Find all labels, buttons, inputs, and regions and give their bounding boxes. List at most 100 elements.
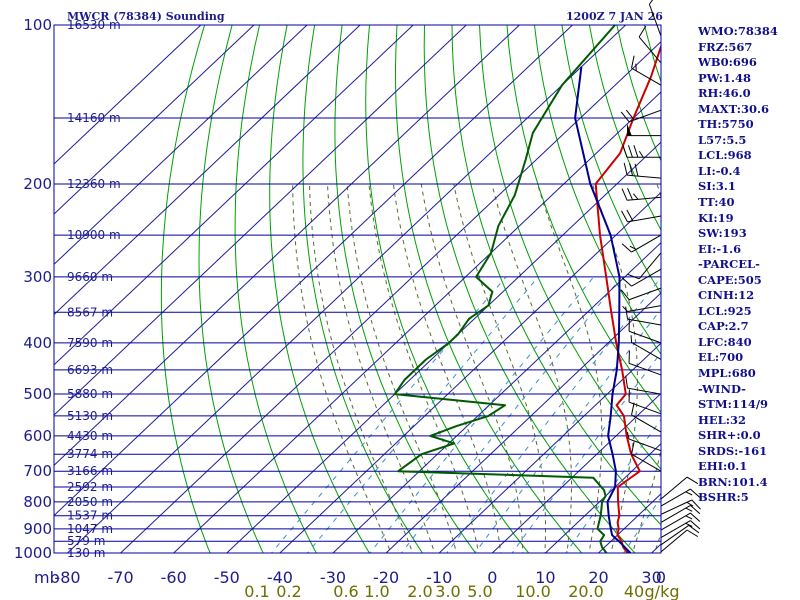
isotherm (279, 191, 661, 553)
mixing-ratio-line (400, 276, 622, 553)
wind-barb-shaft (627, 196, 662, 201)
wind-barb-feather (688, 524, 700, 534)
index-line: MAXT:30.6 (698, 101, 769, 116)
wind-barb-feather (625, 306, 629, 320)
isotherm (54, 25, 308, 266)
wind-barb (628, 318, 662, 344)
height-label: 3774 m (67, 447, 113, 461)
dry-adiabat (198, 25, 264, 553)
index-line: BRN:101.4 (698, 474, 768, 489)
index-line: CAPE:505 (698, 272, 762, 287)
wind-barb-shaft (631, 268, 662, 287)
wind-barb-feather (625, 109, 635, 121)
index-line: -WIND- (698, 381, 746, 396)
index-line: WMO:78384 (698, 24, 778, 38)
moist-adiabat (420, 183, 524, 553)
pressure-tick-label: 400 (23, 334, 52, 352)
isotherm (491, 392, 661, 553)
wind-barb-feather (686, 529, 699, 538)
height-label: 8567 m (67, 305, 113, 319)
index-line: L57:5.5 (698, 132, 747, 147)
moist-adiabat (591, 183, 638, 553)
index-line: WB0:696 (698, 55, 757, 70)
background-grid (54, 25, 800, 553)
index-line: EL:700 (698, 350, 744, 365)
wind-barb (631, 441, 662, 472)
height-label: 579 m (67, 534, 105, 548)
indices-panel: WMO:78384 FRZ:567 WB0:696 PW:1.48 RH:46.0 MAX… (698, 24, 778, 506)
isotherm (54, 25, 202, 165)
wind-barb (631, 402, 662, 433)
dry-adiabat (302, 25, 423, 553)
wind-barb-feather (691, 499, 701, 510)
index-line: EHI:0.1 (698, 459, 748, 474)
index-line: HEL:32 (698, 412, 746, 427)
wind-barb-feather (638, 25, 647, 38)
wind-barb-feather (626, 209, 634, 222)
mixing-ratio-line (369, 276, 595, 553)
index-line: RH:46.0 (698, 86, 751, 101)
pressure-tick-label: 500 (23, 385, 52, 403)
wind-barb-feather (621, 277, 632, 287)
dry-adiabat (269, 25, 370, 553)
temperature-tick-label: 0 (487, 568, 497, 587)
temperature-tick-label: -50 (214, 568, 240, 587)
isotherm (332, 241, 661, 553)
moist-adiabat (537, 183, 603, 553)
wind-barb-feather (626, 431, 630, 440)
wind-barb (625, 375, 662, 395)
wind-barb (660, 499, 701, 515)
height-label: 7590 m (67, 336, 113, 350)
mixing-ratio-label: 40 (624, 582, 644, 600)
wind-barb (660, 488, 701, 507)
isotherm (173, 91, 661, 553)
wind-barb-feather (685, 515, 693, 520)
wind-barb-shaft (648, 4, 662, 37)
wind-barb (621, 268, 662, 287)
wind-barb-shaft (631, 414, 662, 433)
wind-barb (628, 389, 662, 415)
height-label: 4430 m (67, 429, 113, 443)
wind-barb-shaft (660, 512, 691, 531)
height-label: 12360 m (67, 177, 121, 191)
wind-barb-feather (627, 273, 640, 280)
mixing-ratio-line (565, 418, 661, 553)
wind-barb-feather (631, 402, 635, 416)
temperature-tick-label: -20 (373, 568, 399, 587)
index-line: LI:-0.4 (698, 163, 741, 178)
pressure-tick-label: 100 (23, 16, 52, 34)
wind-barb (627, 252, 662, 280)
wind-barb-shaft (627, 387, 662, 395)
wind-barb (660, 524, 700, 546)
index-line: SW:193 (698, 226, 747, 241)
wind-barb-shaft (628, 438, 662, 452)
wind-axis-zero-label: 0 (656, 568, 666, 587)
wind-barb-shaft (628, 401, 662, 415)
wind-barb-shaft (660, 476, 688, 500)
dry-adiabat (782, 25, 800, 553)
wind-barb-feather (623, 162, 628, 176)
wind-barb-feather (622, 145, 628, 158)
mixing-ratio-label: 0.6 (333, 582, 358, 600)
moist-adiabat (346, 183, 458, 553)
moist-adiabat (453, 183, 546, 553)
profiles (393, 25, 661, 553)
wind-barb (622, 145, 661, 158)
parcel-profile (574, 66, 632, 553)
wind-barb (623, 162, 662, 179)
height-label: 2592 m (67, 480, 113, 494)
moist-adiabat (368, 183, 480, 553)
mixing-ratio-label: g/kg (645, 582, 680, 600)
isotherm (67, 25, 626, 553)
wind-barb-feather (690, 512, 701, 522)
wind-barb-feather (690, 488, 701, 498)
isotherm (54, 25, 573, 517)
temperature-tick-label: 10 (535, 568, 555, 587)
sounding-time: 1200Z 7 JAN 26 (566, 10, 663, 23)
wind-barb-shaft (660, 524, 690, 546)
index-line: SI:3.1 (698, 179, 736, 194)
wind-barb (660, 504, 701, 523)
isotherm (54, 25, 361, 316)
